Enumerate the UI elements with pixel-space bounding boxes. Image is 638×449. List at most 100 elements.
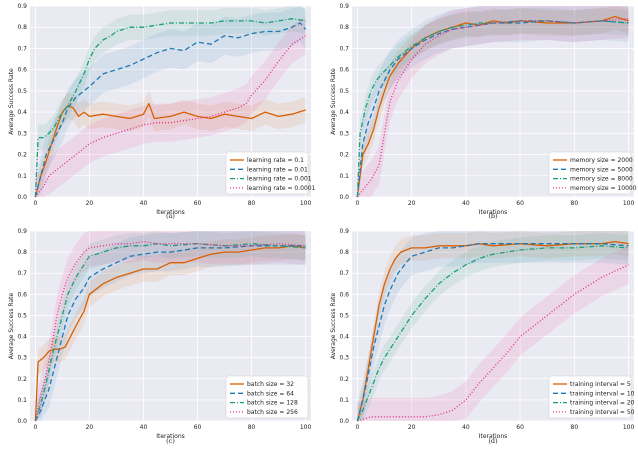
x-tick-label: 100 [300, 200, 312, 207]
x-tick-label: 20 [408, 200, 416, 207]
series-line-4 [356, 18, 629, 198]
y-axis-label: Average Success Rate [8, 68, 15, 135]
x-tick-label: 40 [140, 200, 148, 207]
chart-panel-a: 0.0 0.1 0.2 0.3 0.4 0.5 0.6 0.7 0.8 0.9 0 20 40 60 80 1… [8, 3, 316, 220]
x-tick-label: 20 [86, 424, 94, 431]
x-tick-label: 40 [462, 424, 470, 431]
x-axis-label: Iterations [479, 433, 508, 440]
chart-panel-c: 0.0 0.1 0.2 0.3 0.4 0.5 0.6 0.7 0.8 0.9 0 20 40 60 80 1… [8, 228, 312, 445]
y-tick-label: 0.0 [17, 194, 27, 201]
y-axis-label: Average Success Rate [330, 68, 337, 135]
x-tick-label: 20 [408, 424, 416, 431]
y-tick-label: 0.8 [17, 24, 27, 31]
chart-panel-b: 0.0 0.1 0.2 0.3 0.4 0.5 0.6 0.7 0.8 0.9 0 20 40 60 80 1… [330, 3, 637, 220]
series-band [35, 231, 306, 421]
y-tick-label: 0.1 [17, 173, 27, 180]
panel-caption: (a) [166, 212, 175, 220]
series-line-2 [356, 243, 629, 422]
x-tick-label: 60 [516, 200, 524, 207]
y-tick-label: 0.5 [339, 88, 349, 95]
x-tick-label: 80 [571, 200, 579, 207]
x-tick-label: 100 [623, 200, 635, 207]
x-tick-label: 100 [623, 424, 635, 431]
y-axis-label: Average Success Rate [330, 293, 337, 360]
x-tick-label: 0 [356, 424, 360, 431]
y-tick-label: 0.6 [339, 67, 349, 74]
series-line-3 [356, 20, 629, 198]
x-tick-label: 80 [248, 424, 256, 431]
y-tick-label: 0.5 [17, 88, 27, 95]
legend-label: memory size = 10000 [570, 185, 637, 192]
series-line-4 [357, 264, 629, 422]
series-band [35, 231, 306, 421]
series-band [35, 6, 306, 197]
series-band [357, 245, 629, 421]
y-tick-label: 0.8 [339, 24, 349, 31]
series-line-2 [34, 22, 307, 198]
y-tick-label: 0.7 [339, 45, 349, 52]
series-band [357, 233, 629, 421]
y-tick-label: 0.2 [339, 152, 349, 159]
legend-box [548, 151, 632, 195]
series-line-3 [34, 18, 306, 198]
y-tick-label: 0.9 [17, 3, 27, 10]
legend-label: memory size = 2000 [570, 157, 633, 164]
panel-caption: (c) [166, 437, 175, 445]
y-tick-label: 0.3 [17, 355, 27, 362]
y-tick-label: 0.9 [339, 3, 349, 10]
chart-panel-d: 0.0 0.1 0.2 0.3 0.4 0.5 0.6 0.7 0.8 0.9 0 20 40 60 80 1… [330, 228, 635, 445]
y-tick-label: 0.2 [17, 376, 27, 383]
legend-label: learning rate = 0.0001 [247, 185, 316, 192]
legend-label: batch size = 256 [247, 409, 298, 416]
series-line-3 [356, 245, 629, 422]
y-axis-label: Average Success Rate [8, 293, 15, 360]
x-tick-label: 60 [516, 424, 524, 431]
series-band [357, 231, 629, 421]
series-line-4 [34, 240, 306, 422]
series-band [357, 6, 629, 197]
panel-caption: (b) [488, 212, 498, 220]
series-line-1 [356, 240, 629, 422]
y-tick-label: 0.1 [339, 397, 349, 404]
legend-label: training interval = 10 [570, 390, 635, 397]
legend-label: memory size = 8000 [570, 176, 633, 183]
series-band [357, 231, 629, 421]
series-line-2 [34, 245, 306, 422]
legend-label: learning rate = 0.1 [247, 157, 304, 164]
legend-label: batch size = 32 [247, 381, 294, 388]
legend-box [548, 375, 632, 419]
y-tick-label: 0.0 [339, 418, 349, 425]
y-tick-label: 0.8 [17, 249, 27, 256]
legend-label: training interval = 20 [570, 400, 635, 407]
y-tick-label: 0.3 [339, 355, 349, 362]
y-tick-label: 0.4 [339, 334, 349, 341]
x-tick-label: 0 [33, 424, 37, 431]
legend-label: learning rate = 0.01 [247, 166, 308, 173]
series-band [357, 8, 629, 197]
y-tick-label: 0.5 [339, 312, 349, 319]
series-band [35, 6, 306, 197]
x-tick-label: 40 [140, 424, 148, 431]
legend-label: memory size = 5000 [570, 166, 633, 173]
y-tick-label: 0.7 [17, 270, 27, 277]
series-line-1 [34, 245, 306, 422]
y-tick-label: 0.9 [339, 228, 349, 235]
y-tick-label: 0.5 [17, 312, 27, 319]
y-tick-label: 0.6 [17, 291, 27, 298]
x-tick-label: 80 [571, 424, 579, 431]
y-tick-label: 0.0 [339, 194, 349, 201]
x-tick-label: 60 [194, 200, 202, 207]
y-tick-label: 0.7 [17, 45, 27, 52]
y-tick-label: 0.6 [17, 67, 27, 74]
series-band [357, 6, 629, 197]
y-tick-label: 0.4 [17, 334, 27, 341]
series-band [35, 16, 306, 197]
series-band [357, 6, 629, 197]
series-line-1 [356, 15, 629, 198]
y-tick-label: 0.1 [339, 173, 349, 180]
y-tick-label: 0.0 [17, 418, 27, 425]
legend-label: training interval = 5 [570, 381, 631, 388]
y-tick-label: 0.2 [17, 152, 27, 159]
y-tick-label: 0.1 [17, 397, 27, 404]
